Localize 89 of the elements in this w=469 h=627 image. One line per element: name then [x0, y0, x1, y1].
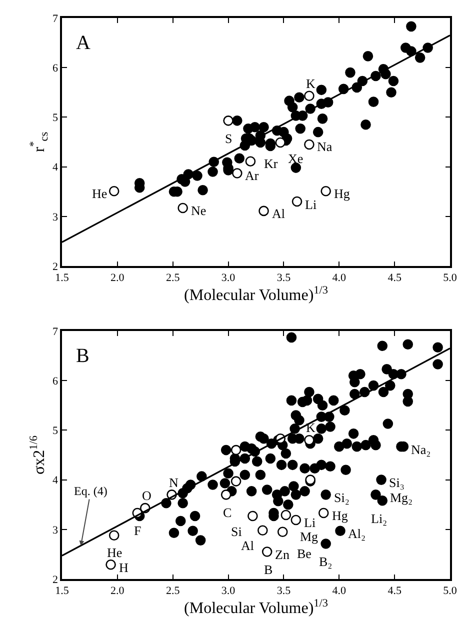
point	[108, 186, 120, 196]
annotation: Kr	[264, 156, 278, 171]
x-tick-label: 1.5	[55, 272, 70, 284]
annotation: Xe	[288, 151, 304, 166]
y-tick-label: 7	[52, 12, 59, 25]
annotation: Ne	[191, 203, 206, 218]
annotation: Eq. (4)	[74, 484, 108, 498]
x-tick-label: 4.0	[332, 584, 347, 597]
annotation: Li	[304, 515, 316, 530]
point	[223, 116, 234, 126]
x-tick-label: 3.0	[221, 272, 236, 284]
x-tick-label: 3.5	[276, 272, 292, 284]
y-tick-label: 6	[52, 375, 59, 388]
point	[178, 202, 188, 214]
annotation: S	[225, 131, 232, 146]
annotation: O	[142, 488, 152, 503]
annotation: He	[107, 545, 122, 560]
point	[258, 206, 269, 216]
annotation: Ar	[245, 168, 260, 183]
annotation: Hg	[332, 508, 348, 523]
x-tick-label: 4.0	[332, 272, 347, 284]
y-tick-label: 4	[52, 474, 59, 487]
point	[230, 444, 242, 456]
point	[320, 186, 331, 196]
x-tick-label: 4.5	[388, 584, 402, 597]
annotation: Mg	[300, 529, 319, 544]
point	[304, 139, 314, 150]
annotation: B	[76, 345, 90, 367]
point	[275, 137, 286, 148]
point	[277, 526, 288, 538]
annotation: N	[169, 475, 179, 490]
point	[318, 508, 329, 518]
annotation: B	[264, 562, 273, 577]
point	[248, 510, 258, 522]
x-tick-label: 5.0	[443, 584, 458, 597]
x-tick-label: 3.0	[221, 584, 236, 597]
annotation: F	[134, 523, 142, 538]
point	[220, 490, 232, 500]
annotation: Na	[317, 139, 332, 154]
annotation: Si₃	[389, 475, 404, 490]
y-tick-label: 2	[52, 260, 58, 273]
annotation: Mg₂	[390, 490, 413, 505]
annotation: H	[119, 560, 128, 575]
y-tick-label: 5	[52, 112, 59, 124]
y-tick-label: 5	[52, 425, 59, 438]
y-tick-label: 6	[52, 62, 59, 74]
y-tick-label: 4	[52, 162, 59, 174]
x-tick-label: 3.5	[276, 584, 292, 597]
point	[232, 168, 242, 178]
y-tick-label: 3	[52, 211, 59, 224]
point	[280, 510, 292, 520]
point	[230, 476, 242, 486]
annotation: Si	[231, 524, 242, 539]
x-tick-label: 5.0	[443, 272, 458, 284]
point	[245, 156, 256, 166]
y-tick-label: 2	[52, 574, 58, 586]
annotation: Na₂	[411, 442, 431, 457]
annotation: Al	[272, 206, 286, 221]
annotation: He	[92, 186, 108, 201]
point	[304, 434, 314, 446]
point	[108, 530, 120, 540]
x-tick-label: 2.0	[110, 272, 125, 284]
x-tick-label: 1.5	[55, 584, 70, 597]
x-tick-label: 2.0	[110, 584, 125, 597]
point	[292, 196, 302, 207]
point	[290, 514, 302, 526]
annotation: C	[223, 505, 232, 520]
x-tick-label: 2.5	[166, 272, 180, 284]
point	[262, 546, 272, 557]
annotation: Hg	[334, 186, 350, 201]
x-axis-title: (Molecular Volume)$^{1/3}$	[184, 284, 328, 304]
point	[106, 559, 116, 570]
annotation: Al	[241, 538, 254, 553]
x-axis-title: (Molecular Volume)$^{1/3}$	[184, 597, 328, 618]
annotation: Li	[305, 197, 317, 212]
annotation: Al₂	[348, 526, 366, 541]
annotation: B₂	[319, 554, 332, 569]
annotation: A	[76, 32, 91, 54]
point	[304, 90, 314, 102]
x-tick-label: 2.5	[166, 584, 180, 597]
y-tick-label: 7	[52, 326, 59, 338]
annotation: Zn	[275, 547, 290, 562]
point	[258, 525, 268, 536]
annotation: Si₂	[334, 490, 350, 505]
annotation: Be	[297, 546, 312, 561]
x-tick-label: 4.5	[388, 272, 402, 284]
annotation: K	[306, 76, 316, 91]
annotation: Li₂	[371, 511, 388, 526]
y-tick-label: 3	[52, 524, 59, 536]
